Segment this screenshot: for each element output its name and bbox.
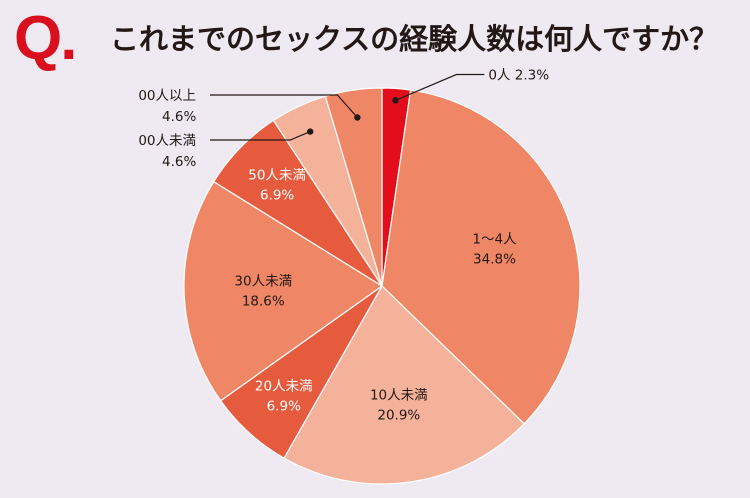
slice-value: 20.9% [377,408,420,424]
pie-callouts [210,73,485,141]
pie-slices [183,87,581,485]
callout-label: 00人以上 [138,88,196,104]
slice-value: 18.6% [242,294,285,310]
callout-value: 4.6% [162,154,196,170]
callout-dot [354,114,361,121]
slice-label: 50人未満 [248,168,306,184]
slice-label: 1〜4人 [472,232,517,248]
slice-value: 6.9% [267,399,301,415]
callout-line [210,131,311,141]
callout-value: 4.6% [162,109,196,125]
slice-label: 10人未満 [370,388,428,404]
callout-line [210,94,358,118]
slice-2 [381,89,581,425]
slice-5 [183,180,384,402]
callout-line [395,73,485,101]
slice-value: 6.9% [260,188,294,204]
slice-3 [283,285,526,485]
callout-dot [306,128,314,135]
callout-label: 00人未満 [138,133,196,149]
callout-dot [392,97,399,104]
callout-label: 0人 2.3% [488,68,549,84]
slice-value: 34.8% [473,252,516,268]
question-title: これまでのセックスの経験人数は何人ですか？ [110,22,719,56]
header: Q. これまでのセックスの経験人数は何人ですか？ [0,0,750,80]
q-mark-logo: Q. [14,4,77,73]
slice-8 [324,87,383,287]
slice-label: 20人未満 [255,379,313,395]
slice-label: 30人未満 [234,274,292,290]
pie-labels: 0人 2.3% 1〜4人 34.8% 10人未満 20.9% 20人未満 6.9% 30人未満… [138,68,549,424]
